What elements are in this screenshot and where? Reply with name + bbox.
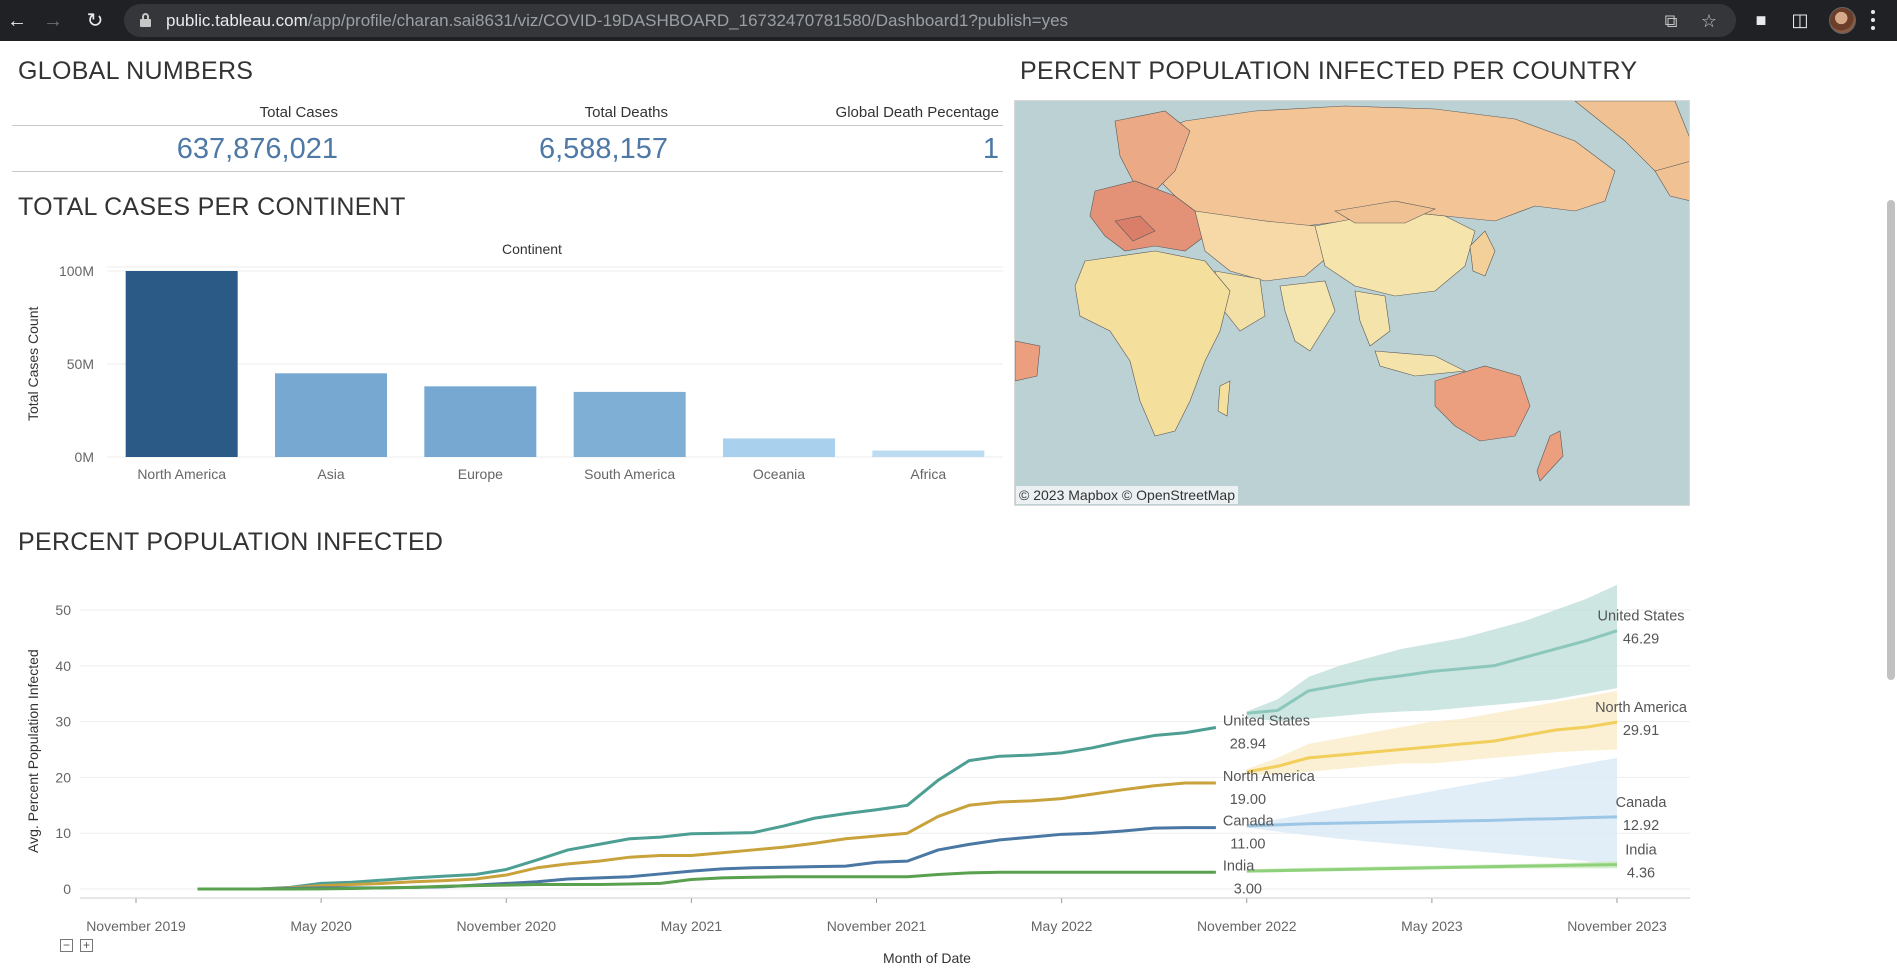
url-path: /app/profile/charan.sai8631/viz/COVID-19… [307, 11, 1069, 30]
united-states-forecast-value: 46.29 [1623, 632, 1659, 648]
line-x-tick-label: May 2023 [1401, 918, 1463, 934]
sidebar-icon[interactable]: ◫ [1791, 10, 1809, 30]
line-x-tick-label: November 2021 [827, 918, 927, 934]
global-numbers-title: GLOBAL NUMBERS [18, 57, 254, 85]
bar-africa[interactable] [872, 450, 985, 457]
table-header-divider [12, 125, 1003, 126]
line-y-tick-label: 10 [55, 825, 71, 841]
canada-end-name: Canada [1223, 814, 1275, 830]
north-america-forecast-line[interactable] [1246, 720, 1618, 774]
line-x-tick-label: November 2022 [1197, 918, 1297, 934]
line-x-tick-label: November 2023 [1567, 918, 1667, 934]
line-x-tick-label: November 2020 [456, 918, 556, 934]
lock-icon[interactable] [140, 13, 151, 27]
bar-y-tick-label: 50M [67, 356, 94, 372]
line-x-axis-title: Month of Date [883, 950, 971, 966]
url-host: public.tableau.com [166, 11, 308, 30]
line-x-tick-label: May 2022 [1031, 918, 1093, 934]
bar-chart[interactable]: 0M 50M 100M North America Asia Europe South Am… [0, 0, 1010, 490]
bar-x-tick-label: South America [584, 466, 675, 482]
share-icon[interactable]: ⧉ [1664, 11, 1678, 31]
united-states-forecast-name: United States [1597, 609, 1684, 625]
bar-south-america[interactable] [573, 391, 686, 457]
line-y-tick-label: 30 [55, 714, 71, 730]
map-credit[interactable]: © 2023 Mapbox © OpenStreetMap [1016, 486, 1238, 504]
zoom-out-button[interactable]: − [60, 939, 73, 952]
bar-north-america[interactable] [125, 271, 238, 457]
zoom-in-button[interactable]: + [80, 939, 93, 952]
star-icon[interactable]: ☆ [1700, 11, 1718, 31]
north-america-forecast-value: 29.91 [1623, 723, 1659, 739]
total-cases-value[interactable]: 637,876,021 [176, 133, 338, 165]
north-america-end-value: 19.00 [1230, 792, 1266, 808]
north-america-end-name: North America [1223, 769, 1316, 785]
united-states-end-value: 28.94 [1230, 737, 1266, 753]
india-forecast-line[interactable] [1246, 863, 1618, 873]
bar-x-tick-label: Asia [317, 466, 344, 482]
canada-forecast-value: 12.92 [1623, 818, 1659, 834]
address-bar[interactable]: public.tableau.com/app/profile/charan.sa… [124, 4, 1736, 37]
north-america-forecast-name: North America [1595, 700, 1688, 716]
url-text[interactable]: public.tableau.com/app/profile/charan.sa… [166, 11, 1068, 31]
map-section-title: PERCENT POPULATION INFECTED PER COUNTRY [1020, 57, 1638, 85]
canada-end-value: 11.00 [1230, 837, 1265, 853]
bar-x-tick-label: North America [137, 466, 226, 482]
north-america-actual-line[interactable] [197, 781, 1216, 891]
avatar[interactable] [1829, 7, 1856, 34]
india-end-value: 3.00 [1234, 881, 1262, 897]
india-actual-line[interactable] [197, 870, 1216, 891]
back-arrow-icon[interactable]: ← [7, 10, 27, 32]
united-states-end-name: United States [1223, 714, 1310, 730]
bar-y-tick-label: 0M [75, 449, 94, 465]
bar-asia[interactable] [275, 373, 387, 457]
line-x-tick-label: May 2020 [290, 918, 352, 934]
india-forecast-value: 4.36 [1627, 866, 1655, 882]
bar-europe[interactable] [424, 386, 537, 457]
death-percentage-value[interactable]: 1 [982, 133, 999, 165]
reload-icon[interactable]: ↻ [86, 10, 104, 32]
line-y-tick-label: 50 [55, 602, 71, 618]
puzzle-icon[interactable]: ■ [1755, 10, 1767, 30]
total-deaths-value[interactable]: 6,588,157 [538, 133, 668, 165]
line-chart[interactable]: 0 10 20 30 40 50 November 2019 May 2020 November… [0, 560, 1700, 977]
line-y-tick-label: 20 [55, 769, 71, 785]
kebab-menu-icon[interactable] [1866, 9, 1880, 31]
india-end-name: India [1223, 858, 1255, 874]
total-deaths-header: Total Deaths [584, 104, 668, 121]
bar-oceania[interactable] [723, 438, 835, 457]
table-bottom-divider [12, 171, 1003, 172]
forward-arrow-icon[interactable]: → [43, 10, 63, 32]
canada-forecast-band [1246, 757, 1617, 867]
continent-section-title: TOTAL CASES PER CONTINENT [18, 193, 406, 221]
line-y-tick-label: 0 [63, 881, 71, 897]
world-map-graphic [1015, 101, 1689, 505]
page-scrollbar[interactable] [1887, 200, 1895, 680]
line-y-tick-label: 40 [55, 658, 71, 674]
total-cases-header: Total Cases [259, 104, 338, 121]
india-forecast-name: India [1625, 843, 1657, 859]
united-states-actual-line[interactable] [197, 726, 1217, 891]
bar-x-tick-label: Oceania [753, 466, 805, 482]
continent-header: Continent [502, 241, 562, 257]
canada-forecast-line[interactable] [1246, 815, 1618, 828]
infected-section-title: PERCENT POPULATION INFECTED [18, 528, 444, 556]
line-x-tick-label: November 2019 [86, 918, 186, 934]
bar-y-tick-label: 100M [59, 263, 94, 279]
canada-forecast-name: Canada [1616, 795, 1668, 811]
choropleth-map[interactable] [1014, 100, 1690, 506]
bar-x-tick-label: Africa [910, 466, 946, 482]
line-x-tick-label: May 2021 [661, 918, 723, 934]
death-percentage-header: Global Death Pecentage [835, 104, 999, 121]
united-states-forecast-line[interactable] [1246, 629, 1618, 715]
united-states-forecast-band [1246, 584, 1617, 722]
bar-x-tick-label: Europe [458, 466, 503, 482]
browser-toolbar: ← → ↻ public.tableau.com/app/profile/cha… [0, 0, 1897, 41]
